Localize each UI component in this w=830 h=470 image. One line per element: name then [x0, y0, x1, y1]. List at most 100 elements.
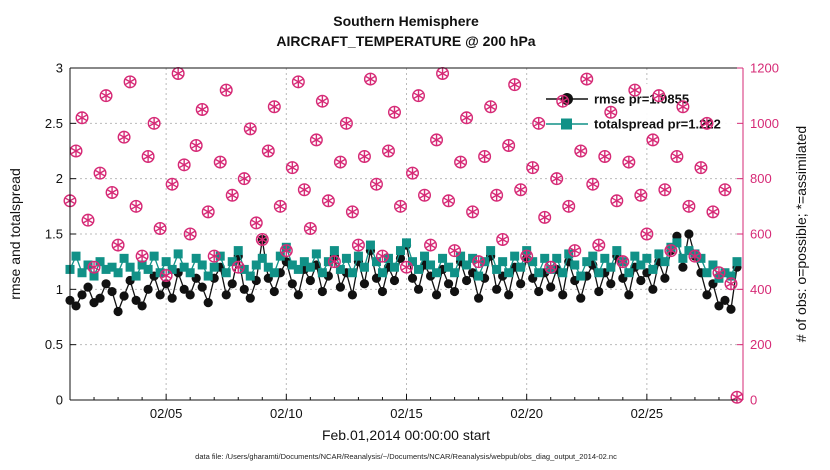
totalspread-marker	[209, 262, 219, 272]
y-axis-label-left: rmse and totalspread	[7, 168, 23, 300]
y-tick-label-left: 2.5	[45, 116, 63, 131]
obs-possible-marker	[604, 105, 618, 119]
obs-assimilated-marker	[653, 92, 664, 99]
rmse-marker	[203, 298, 213, 308]
obs-possible-marker	[484, 100, 498, 114]
legend-box	[538, 84, 744, 136]
obs-possible-marker	[610, 194, 624, 208]
obs-assimilated-marker	[708, 208, 718, 216]
rmse-marker	[474, 293, 484, 303]
y-tick-label-right: 200	[750, 337, 772, 352]
totalspread-marker	[191, 253, 201, 263]
totalspread-marker	[570, 260, 580, 270]
totalspread-marker	[432, 268, 442, 278]
obs-possible-marker	[514, 183, 528, 197]
obs-possible-marker	[285, 161, 299, 175]
rmse-marker	[119, 291, 129, 301]
obs-assimilated-marker	[227, 192, 238, 199]
obs-assimilated-marker	[641, 230, 652, 238]
obs-assimilated-marker	[389, 109, 400, 116]
totalspread-marker	[287, 260, 297, 270]
obs-assimilated-marker	[311, 136, 322, 144]
totalspread-marker	[173, 249, 183, 259]
totalspread-marker	[371, 257, 381, 267]
obs-possible-marker	[147, 116, 161, 130]
obs-assimilated-marker	[467, 208, 478, 216]
obs-assimilated-marker	[491, 192, 502, 199]
obs-possible-marker	[375, 249, 389, 263]
totalspread-marker	[684, 246, 694, 256]
obs-assimilated-marker	[629, 86, 640, 94]
obs-possible-marker	[520, 249, 534, 263]
totalspread-marker	[624, 268, 634, 278]
obs-assimilated-marker	[323, 197, 334, 205]
totalspread-marker	[648, 264, 658, 274]
obs-possible-marker	[700, 116, 714, 130]
obs-assimilated-marker	[83, 216, 93, 224]
totalspread-marker	[149, 251, 159, 261]
obs-assimilated-marker	[587, 180, 598, 188]
obs-possible-marker	[99, 89, 113, 103]
obs-possible-marker	[616, 255, 630, 269]
rmse-marker	[131, 295, 141, 305]
obs-assimilated-marker	[581, 75, 592, 83]
obs-possible-marker	[634, 188, 648, 202]
obs-assimilated-marker	[233, 263, 244, 271]
obs-possible-marker	[363, 72, 377, 86]
obs-possible-marker	[472, 255, 486, 269]
rmse-marker	[269, 286, 279, 297]
obs-assimilated-marker	[431, 136, 442, 144]
obs-assimilated-marker	[551, 175, 562, 182]
obs-possible-marker	[550, 172, 564, 186]
obs-assimilated-marker	[557, 97, 568, 105]
obs-possible-marker	[195, 102, 209, 116]
legend-label: totalspread pr=1.222	[594, 117, 721, 132]
rmse-marker	[546, 282, 556, 292]
totalspread-marker	[77, 268, 87, 278]
obs-possible-marker	[430, 133, 444, 147]
obs-assimilated-marker	[473, 258, 484, 265]
totalspread-marker	[317, 268, 327, 278]
obs-assimilated-marker	[726, 280, 736, 288]
obs-assimilated-marker	[413, 92, 424, 99]
totalspread-marker	[612, 246, 622, 256]
rmse-marker	[389, 275, 400, 286]
obs-assimilated-marker	[599, 153, 610, 160]
obs-possible-marker	[502, 138, 516, 152]
rmse-marker	[660, 273, 670, 283]
obs-possible-marker	[87, 260, 101, 274]
obs-assimilated-marker	[221, 86, 232, 94]
rmse-marker	[239, 284, 249, 294]
y-tick-label-right: 1200	[750, 61, 779, 76]
totalspread-marker	[552, 253, 562, 263]
obs-possible-marker	[237, 172, 251, 186]
obs-assimilated-marker	[623, 158, 634, 166]
y-tick-label-right: 400	[750, 282, 772, 297]
obs-assimilated-marker	[401, 263, 412, 271]
rmse-marker	[726, 304, 736, 314]
obs-possible-marker	[381, 144, 395, 158]
totalspread-marker	[642, 253, 652, 263]
chart-title: Southern Hemisphere	[333, 13, 479, 29]
axes-frame	[69, 67, 744, 401]
obs-possible-marker	[75, 111, 89, 125]
rmse-marker	[431, 290, 442, 300]
obs-assimilated-marker	[677, 103, 688, 110]
totalspread-marker	[558, 268, 568, 278]
totalspread-marker	[438, 253, 448, 263]
totalspread-marker	[594, 268, 604, 278]
obs-assimilated-marker	[695, 164, 706, 171]
obs-assimilated-marker	[107, 189, 118, 196]
obs-assimilated-marker	[509, 81, 520, 88]
obs-possible-marker	[351, 238, 365, 252]
rmse-marker	[461, 275, 472, 286]
obs-assimilated-marker	[683, 203, 694, 210]
totalspread-marker	[341, 253, 351, 263]
x-tick-label: 02/15	[390, 406, 423, 421]
obs-possible-marker	[646, 133, 660, 147]
totalspread-marker	[335, 264, 345, 274]
rmse-marker	[648, 284, 658, 294]
obs-assimilated-marker	[443, 197, 454, 205]
totalspread-marker	[353, 251, 363, 261]
obs-assimilated-marker	[395, 203, 406, 210]
